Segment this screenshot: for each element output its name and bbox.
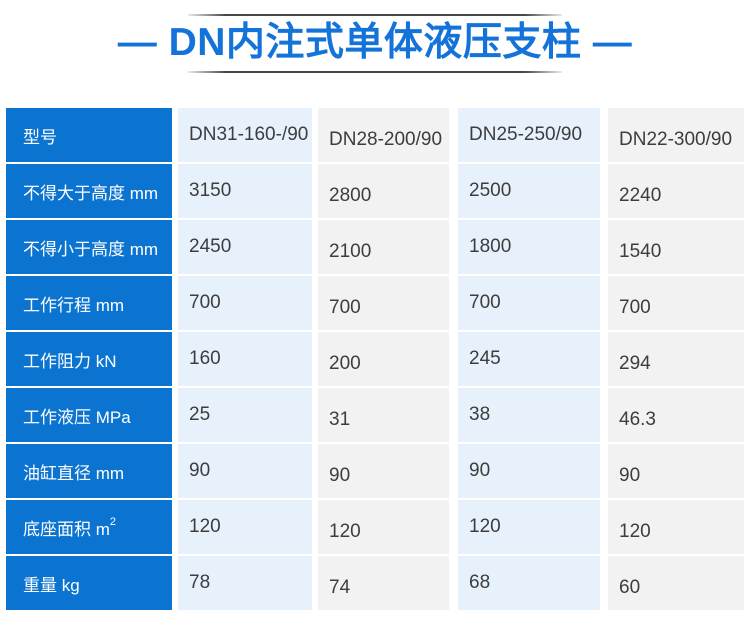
table-cell: 2450 — [178, 220, 312, 274]
title-block: — DN内注式单体液压支柱 — — [0, 0, 750, 86]
model-cell: DN22-300/90 — [608, 108, 744, 162]
table-cell: 38 — [458, 388, 600, 442]
row-header-weight: 重量 kg — [6, 556, 172, 610]
table-cell: 700 — [318, 276, 449, 330]
table-cell: 90 — [318, 444, 449, 498]
table-cell: 78 — [178, 556, 312, 610]
model-cell: DN28-200/90 — [318, 108, 449, 162]
spec-table: 型号 不得大于高度 mm 不得小于高度 mm 工作行程 mm 工作阻力 kN 工… — [6, 108, 744, 612]
page-title: — DN内注式单体液压支柱 — — [117, 21, 633, 64]
table-cell: 700 — [458, 276, 600, 330]
row-header-min-height: 不得小于高度 mm — [6, 220, 172, 274]
table-cell: 700 — [178, 276, 312, 330]
row-header-working-stroke: 工作行程 mm — [6, 276, 172, 330]
row-header-column: 型号 不得大于高度 mm 不得小于高度 mm 工作行程 mm 工作阻力 kN 工… — [6, 108, 172, 612]
table-cell: 2240 — [608, 164, 744, 218]
table-cell: 90 — [458, 444, 600, 498]
row-header-working-resistance: 工作阻力 kN — [6, 332, 172, 386]
table-cell: 120 — [318, 500, 449, 554]
table-cell: 120 — [458, 500, 600, 554]
title-rule-top — [188, 14, 562, 16]
data-column-dn22: DN22-300/90 2240 1540 700 294 46.3 90 12… — [608, 108, 744, 612]
table-cell: 294 — [608, 332, 744, 386]
row-header-cylinder-diameter: 油缸直径 mm — [6, 444, 172, 498]
table-cell: 3150 — [178, 164, 312, 218]
row-header-working-pressure: 工作液压 MPa — [6, 388, 172, 442]
table-cell: 1800 — [458, 220, 600, 274]
table-cell: 25 — [178, 388, 312, 442]
table-cell: 700 — [608, 276, 744, 330]
table-cell: 90 — [178, 444, 312, 498]
model-cell: DN25-250/90 — [458, 108, 600, 162]
data-column-dn28: DN28-200/90 2800 2100 700 200 31 90 120 … — [318, 108, 449, 612]
model-cell: DN31-160-/90 — [178, 108, 312, 162]
row-header-max-height: 不得大于高度 mm — [6, 164, 172, 218]
table-cell: 60 — [608, 556, 744, 610]
table-cell: 46.3 — [608, 388, 744, 442]
data-column-dn31: DN31-160-/90 3150 2450 700 160 25 90 120… — [178, 108, 312, 612]
table-cell: 2100 — [318, 220, 449, 274]
table-cell: 160 — [178, 332, 312, 386]
table-cell: 120 — [608, 500, 744, 554]
data-column-dn25: DN25-250/90 2500 1800 700 245 38 90 120 … — [458, 108, 600, 612]
table-cell: 2500 — [458, 164, 600, 218]
table-cell: 120 — [178, 500, 312, 554]
table-cell: 245 — [458, 332, 600, 386]
table-cell: 74 — [318, 556, 449, 610]
table-cell: 2800 — [318, 164, 449, 218]
title-rule-bottom — [188, 71, 562, 73]
table-cell: 68 — [458, 556, 600, 610]
table-cell: 90 — [608, 444, 744, 498]
table-cell: 1540 — [608, 220, 744, 274]
table-cell: 200 — [318, 332, 449, 386]
row-header-model: 型号 — [6, 108, 172, 162]
table-cell: 31 — [318, 388, 449, 442]
